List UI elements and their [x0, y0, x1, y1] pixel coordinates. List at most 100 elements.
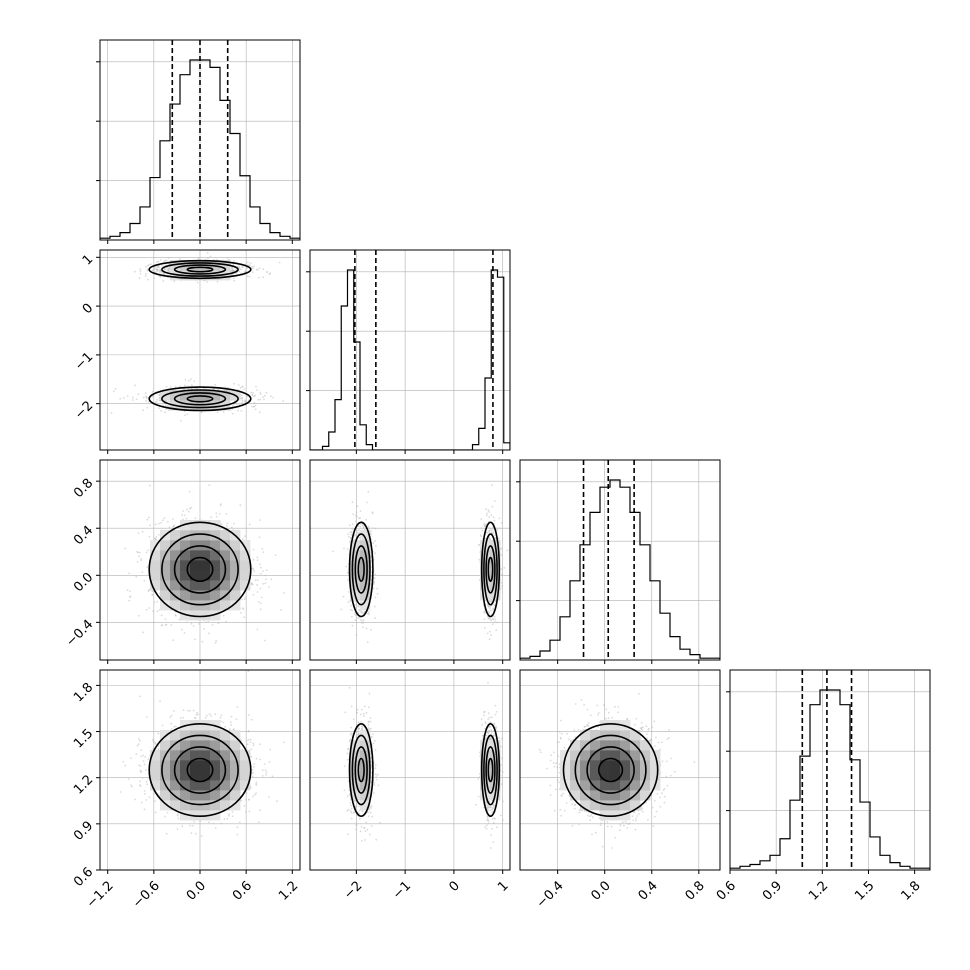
- scatter-point: [503, 567, 506, 569]
- scatter-point: [134, 798, 136, 801]
- scatter-point: [241, 401, 244, 404]
- scatter-point: [265, 569, 268, 572]
- scatter-point: [481, 529, 484, 532]
- scatter-point: [359, 525, 362, 528]
- scatter-point: [280, 609, 282, 611]
- scatter-point: [247, 261, 249, 264]
- scatter-point: [160, 521, 163, 524]
- scatter-point: [243, 804, 246, 807]
- scatter-point: [500, 554, 503, 556]
- scatter-point: [262, 396, 264, 399]
- scatter-point: [370, 557, 372, 559]
- scatter-point: [190, 832, 193, 835]
- scatter-point: [256, 556, 259, 559]
- scatter-point: [192, 625, 195, 627]
- scatter-point: [190, 622, 193, 625]
- scatter-point: [206, 251, 209, 254]
- scatter-point: [254, 579, 257, 581]
- scatter-point: [346, 548, 349, 550]
- scatter-point: [372, 587, 375, 590]
- scatter-point: [345, 565, 348, 568]
- scatter-point: [265, 771, 268, 774]
- scatter-point: [263, 398, 265, 401]
- scatter-point: [256, 628, 259, 631]
- scatter-point: [347, 601, 350, 603]
- scatter-point: [145, 608, 148, 611]
- scatter-point: [352, 513, 355, 516]
- scatter-point: [253, 763, 256, 765]
- scatter-point: [251, 394, 254, 396]
- scatter-point: [360, 611, 363, 614]
- scatter-point: [220, 503, 222, 506]
- scatter-point: [198, 623, 200, 625]
- scatter-point: [494, 534, 496, 537]
- scatter-point: [489, 618, 491, 621]
- scatter-point: [126, 395, 129, 397]
- scatter-point: [501, 585, 503, 587]
- scatter-point: [222, 614, 225, 617]
- scatter-point: [272, 396, 274, 399]
- scatter-point: [207, 257, 209, 260]
- scatter-point: [354, 514, 357, 517]
- scatter-point: [144, 392, 147, 395]
- scatter-point: [168, 270, 171, 273]
- scatter-point: [373, 577, 376, 580]
- scatter-point: [151, 590, 154, 593]
- scatter-point: [240, 394, 243, 397]
- scatter-point: [259, 391, 262, 394]
- scatter-point: [244, 400, 247, 403]
- scatter-point: [155, 536, 158, 538]
- scatter-point: [270, 578, 273, 581]
- scatter-point: [145, 399, 147, 402]
- scatter-point: [259, 563, 261, 566]
- scatter-point: [487, 605, 490, 607]
- scatter-point: [139, 739, 141, 742]
- scatter-point: [126, 589, 129, 592]
- scatter-point: [186, 413, 189, 415]
- scatter-point: [376, 587, 379, 590]
- scatter-point: [248, 276, 251, 278]
- scatter-point: [183, 514, 186, 517]
- scatter-point: [490, 619, 493, 622]
- scatter-point: [340, 608, 343, 611]
- scatter-point: [494, 500, 496, 502]
- scatter-point: [483, 611, 485, 614]
- scatter-point: [172, 639, 175, 642]
- scatter-point: [153, 601, 156, 604]
- scatter-point: [158, 522, 160, 525]
- scatter-point: [260, 566, 262, 569]
- scatter-point: [257, 398, 260, 401]
- scatter-point: [480, 527, 483, 529]
- scatter-point: [282, 400, 284, 402]
- scatter-point: [354, 619, 357, 622]
- scatter-point: [270, 395, 272, 398]
- scatter-point: [256, 584, 258, 586]
- scatter-point: [365, 518, 367, 521]
- scatter-point: [186, 621, 188, 623]
- scatter-point: [161, 519, 164, 522]
- scatter-point: [494, 618, 497, 620]
- scatter-point: [155, 261, 158, 264]
- scatter-point: [196, 281, 199, 284]
- scatter-point: [264, 639, 266, 642]
- scatter-point: [239, 612, 242, 614]
- scatter-point: [130, 757, 132, 759]
- scatter-point: [374, 527, 377, 530]
- scatter-point: [189, 378, 192, 381]
- scatter-point: [498, 517, 501, 520]
- scatter-point: [500, 522, 503, 524]
- scatter-point: [493, 615, 496, 618]
- scatter-point: [244, 535, 246, 538]
- scatter-point: [239, 386, 242, 389]
- scatter-point: [488, 531, 491, 533]
- scatter-point: [351, 527, 354, 530]
- scatter-point: [347, 571, 349, 573]
- scatter-point: [484, 537, 487, 540]
- scatter-point: [165, 385, 168, 388]
- scatter-point: [491, 623, 494, 625]
- scatter-point: [359, 517, 361, 520]
- scatter-point: [489, 630, 491, 633]
- scatter-point: [349, 531, 352, 534]
- scatter-point: [129, 596, 131, 598]
